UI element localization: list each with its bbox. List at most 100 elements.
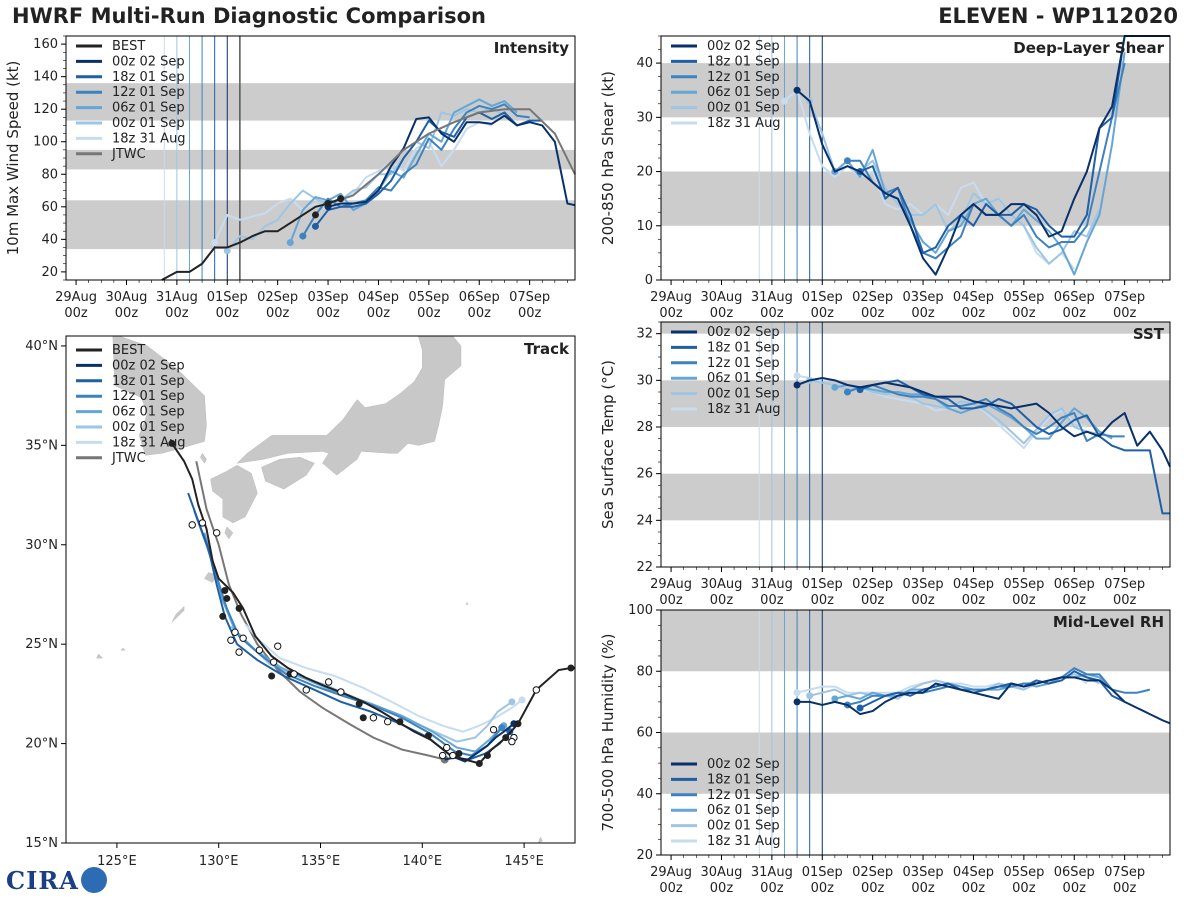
y-tick-label: 26 bbox=[636, 467, 653, 482]
legend-label: 00z 01 Sep bbox=[707, 101, 780, 116]
x-tick-label: 00z bbox=[266, 306, 290, 321]
best-point-filled bbox=[567, 664, 575, 672]
reference-band bbox=[66, 149, 575, 170]
x-tick-label: 00z bbox=[1063, 881, 1087, 896]
panel-title: Deep-Layer Shear bbox=[1013, 39, 1164, 57]
logo-text: CIRA bbox=[6, 866, 79, 895]
y-tick-label: 24 bbox=[636, 513, 653, 528]
run-track-18z-01-sep bbox=[187, 492, 511, 761]
x-tick-label: 00z bbox=[316, 306, 340, 321]
best-point-filled bbox=[359, 714, 367, 722]
series-start-dot bbox=[831, 695, 839, 703]
best-point-filled bbox=[168, 439, 176, 447]
best-point-filled bbox=[396, 718, 404, 726]
legend-label: 00z 01 Sep bbox=[112, 116, 185, 131]
x-tick-label: 31Aug bbox=[751, 290, 793, 305]
best-point-open bbox=[227, 636, 235, 644]
legend-label: BEST bbox=[112, 343, 145, 358]
reference-band bbox=[66, 83, 575, 121]
y-tick-label: 20 bbox=[636, 848, 653, 863]
x-tick-label: 00z bbox=[911, 306, 935, 321]
series-start-dot bbox=[793, 86, 801, 94]
x-tick-label: 02Sep bbox=[852, 290, 893, 305]
legend-label: 12z 01 Sep bbox=[707, 356, 780, 371]
x-tick-label: 07Sep bbox=[1104, 577, 1145, 592]
legend-label: 06z 01 Sep bbox=[707, 803, 780, 818]
legend-label: 00z 01 Sep bbox=[707, 819, 780, 834]
series-line-00z-01-sep bbox=[226, 106, 505, 252]
x-tick-label: 05Sep bbox=[1003, 290, 1044, 305]
series-start-dot bbox=[843, 388, 851, 396]
legend-label: 00z 02 Sep bbox=[707, 757, 780, 772]
x-tick-label: 05Sep bbox=[408, 290, 449, 305]
y-tick-label: 60 bbox=[41, 200, 58, 215]
x-tick-label: 00z bbox=[710, 306, 734, 321]
series-start-dot bbox=[311, 222, 319, 230]
legend-label: 18z 01 Sep bbox=[707, 772, 780, 787]
logo-emblem-icon bbox=[80, 867, 107, 893]
x-tick-label: 01Sep bbox=[802, 865, 843, 880]
legend-label: 18z 01 Sep bbox=[112, 70, 185, 85]
panel-title: Intensity bbox=[494, 39, 570, 57]
legend-label: 00z 02 Sep bbox=[707, 325, 780, 340]
x-tick-label: 00z bbox=[710, 881, 734, 896]
best-point-open bbox=[449, 751, 457, 760]
x-tick-label: 00z bbox=[659, 593, 683, 608]
x-tick-label: 07Sep bbox=[1104, 865, 1145, 880]
series-line-18z-31-aug bbox=[213, 121, 493, 244]
best-point-filled bbox=[502, 734, 510, 742]
x-tick-label: 00z bbox=[1113, 306, 1137, 321]
y-tick-label: 32 bbox=[636, 327, 653, 342]
x-tick-label: 00z bbox=[811, 593, 835, 608]
x-tick-label: 00z bbox=[518, 306, 542, 321]
yakushima-land bbox=[224, 526, 234, 540]
x-tick-label: 00z bbox=[1113, 881, 1137, 896]
panel-track: 125°E 130°E 135°E 140°E 145°E 15°N 20°N 25°N 30°… bbox=[25, 335, 576, 869]
legend-label: 12z 01 Sep bbox=[112, 85, 185, 100]
x-tick-label: 00z bbox=[760, 881, 784, 896]
legend-label: 06z 01 Sep bbox=[112, 405, 185, 420]
series-line-00z-02-sep bbox=[797, 676, 1171, 725]
panel-shear: 01020304029Aug00z30Aug00z31Aug00z01Sep00… bbox=[599, 35, 1171, 321]
best-point-open bbox=[188, 521, 196, 529]
best-point-open bbox=[231, 628, 239, 636]
x-tick-label: 00z bbox=[1063, 593, 1087, 608]
y-tick-label: 160 bbox=[33, 37, 58, 52]
series-start-dot bbox=[299, 232, 307, 240]
legend-label: BEST bbox=[112, 39, 145, 54]
best-point-open bbox=[383, 718, 392, 726]
best-point-open bbox=[274, 642, 282, 650]
x-tick-label: 07Sep bbox=[1104, 290, 1145, 305]
x-tick-label: 03Sep bbox=[903, 577, 944, 592]
series-line-00z-02-sep bbox=[796, 35, 1170, 276]
jtwc-track bbox=[195, 461, 445, 761]
legend-label: 00z 02 Sep bbox=[707, 39, 780, 54]
y-tick-label: 28 bbox=[636, 420, 653, 435]
x-tick-label: 04Sep bbox=[953, 577, 994, 592]
series-start-dot bbox=[286, 239, 294, 247]
x-tick-label: 30Aug bbox=[701, 290, 743, 305]
x-tick-label: 06Sep bbox=[1054, 290, 1095, 305]
best-point-open bbox=[508, 737, 516, 746]
y-tick-label: 20 bbox=[41, 265, 58, 280]
reference-band bbox=[661, 732, 1170, 794]
best-point-open bbox=[324, 678, 333, 686]
x-tick-label: 00z bbox=[417, 306, 441, 321]
x-tick-label: 00z bbox=[367, 306, 391, 321]
kyushu-land bbox=[210, 464, 258, 524]
y-axis-label: 700-500 hPa Humidity (%) bbox=[599, 633, 617, 831]
x-tick-label: 00z bbox=[760, 306, 784, 321]
legend-label: 18z 31 Aug bbox=[112, 435, 186, 450]
x-tick-label: 00z bbox=[659, 306, 683, 321]
best-point-filled bbox=[455, 750, 463, 758]
x-tick-label: 00z bbox=[115, 306, 139, 321]
x-tick-label: 06Sep bbox=[1054, 577, 1095, 592]
x-tick-label: 01Sep bbox=[802, 290, 843, 305]
best-point-open bbox=[290, 670, 298, 678]
series-start-dot bbox=[806, 692, 814, 700]
series-start-dot bbox=[780, 97, 788, 105]
x-tick-label: 00z bbox=[216, 306, 240, 321]
legend-label: 12z 01 Sep bbox=[112, 389, 185, 404]
run-track-06z-01-sep bbox=[203, 532, 505, 753]
x-tick-label: 145°E bbox=[504, 854, 544, 869]
